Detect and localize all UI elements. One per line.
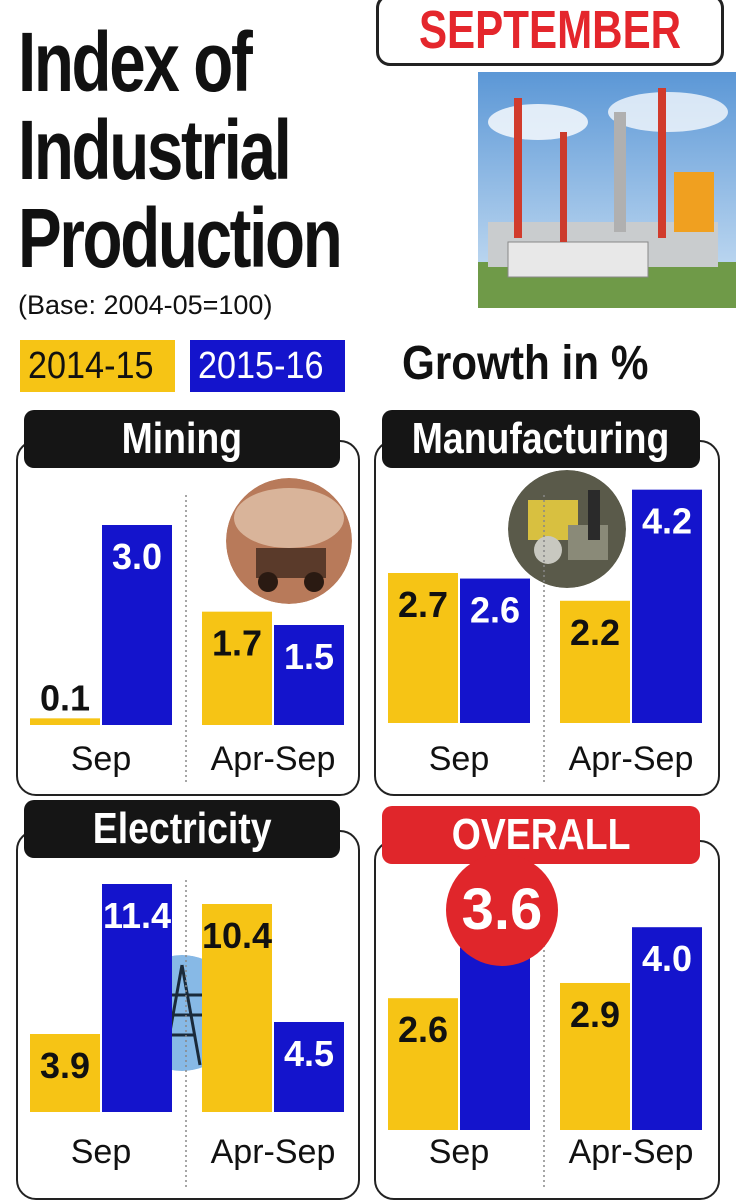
mining-bar-2014-15-Apr-Sep xyxy=(202,611,272,725)
overall-sep-callout: 3.6 xyxy=(446,854,558,966)
manufacturing-label-2015-16-Sep: 2.6 xyxy=(470,590,520,631)
month-badge: SEPTEMBER xyxy=(376,0,724,66)
tag-electricity: Electricity xyxy=(24,800,340,858)
mining-label-2014-15-Sep: 0.1 xyxy=(40,677,90,718)
tag-overall: OVERALL xyxy=(382,806,700,864)
legend-2015-16: 2015-16 xyxy=(190,340,346,392)
title-line-1: Index of xyxy=(18,15,253,109)
overall-label-2015-16-Apr-Sep: 4.0 xyxy=(642,938,692,979)
growth-unit-label: Growth in % xyxy=(402,336,682,391)
tag-mining: Mining xyxy=(24,410,340,468)
overall-bar-2014-15-Sep xyxy=(388,998,458,1130)
electricity-bar-2014-15-Apr-Sep xyxy=(202,904,272,1112)
electricity-category-Sep: Sep xyxy=(71,1133,132,1171)
mining-bar-2014-15-Sep xyxy=(30,718,100,725)
legend-2015-16-label: 2015-16 xyxy=(198,345,324,387)
mining-photo xyxy=(226,478,352,604)
growth-unit-text: Growth in % xyxy=(402,337,649,390)
electricity-category-Apr-Sep: Apr-Sep xyxy=(211,1133,336,1171)
manufacturing-bar-2015-16-Sep xyxy=(460,578,530,723)
mining-category-Apr-Sep: Apr-Sep xyxy=(211,740,336,778)
manufacturing-bar-2015-16-Apr-Sep xyxy=(632,489,702,723)
tag-mining-label: Mining xyxy=(121,414,243,463)
overall-label-2014-15-Sep: 2.6 xyxy=(398,1009,448,1050)
mining-category-Sep: Sep xyxy=(71,740,132,778)
tag-overall-label: OVERALL xyxy=(451,810,631,859)
overall-category-Sep: Sep xyxy=(429,1133,490,1171)
chart-title: Index of Industrial Production xyxy=(18,15,343,285)
base-note: (Base: 2004-05=100) xyxy=(18,290,273,320)
electricity-label-2014-15-Sep: 3.9 xyxy=(40,1045,90,1086)
overall-label-2014-15-Apr-Sep: 2.9 xyxy=(570,994,620,1035)
electricity-label-2015-16-Apr-Sep: 4.5 xyxy=(284,1033,334,1074)
mining-label-2015-16-Apr-Sep: 1.5 xyxy=(284,636,334,677)
mining-bar-2015-16-Apr-Sep xyxy=(274,625,344,725)
electricity-bar-2015-16-Apr-Sep xyxy=(274,1022,344,1112)
tag-manufacturing: Manufacturing xyxy=(382,410,700,468)
mining-bar-2015-16-Sep xyxy=(102,525,172,725)
factory-photo xyxy=(478,72,736,308)
title-line-3: Production xyxy=(18,191,343,285)
manufacturing-label-2014-15-Apr-Sep: 2.2 xyxy=(570,612,620,653)
legend-2014-15: 2014-15 xyxy=(20,340,176,392)
tag-electricity-label: Electricity xyxy=(92,804,272,853)
title-line-2: Industrial xyxy=(18,103,292,197)
overall-category-Apr-Sep: Apr-Sep xyxy=(569,1133,694,1171)
manufacturing-label-2015-16-Apr-Sep: 4.2 xyxy=(642,501,692,542)
electricity-bar-2014-15-Sep xyxy=(30,1034,100,1112)
manufacturing-label-2014-15-Sep: 2.7 xyxy=(398,584,448,625)
overall-bar-2015-16-Apr-Sep xyxy=(632,927,702,1130)
electricity-bar-2015-16-Sep xyxy=(102,884,172,1112)
electricity-label-2014-15-Apr-Sep: 10.4 xyxy=(202,915,272,956)
manufacturing-bar-2014-15-Apr-Sep xyxy=(560,600,630,723)
manufacturing-photo xyxy=(508,470,626,588)
manufacturing-category-Apr-Sep: Apr-Sep xyxy=(569,740,694,778)
electricity-label-2015-16-Sep: 11.4 xyxy=(103,895,171,936)
mining-label-2014-15-Apr-Sep: 1.7 xyxy=(212,623,262,664)
manufacturing-bar-2014-15-Sep xyxy=(388,573,458,723)
legend-2014-15-label: 2014-15 xyxy=(28,345,154,387)
overall-bar-2015-16-Sep xyxy=(460,947,530,1130)
manufacturing-category-Sep: Sep xyxy=(429,740,490,778)
month-label: SEPTEMBER xyxy=(418,0,682,60)
mining-label-2015-16-Sep: 3.0 xyxy=(112,536,162,577)
overall-bar-2014-15-Apr-Sep xyxy=(560,982,630,1130)
tag-manufacturing-label: Manufacturing xyxy=(412,414,670,463)
